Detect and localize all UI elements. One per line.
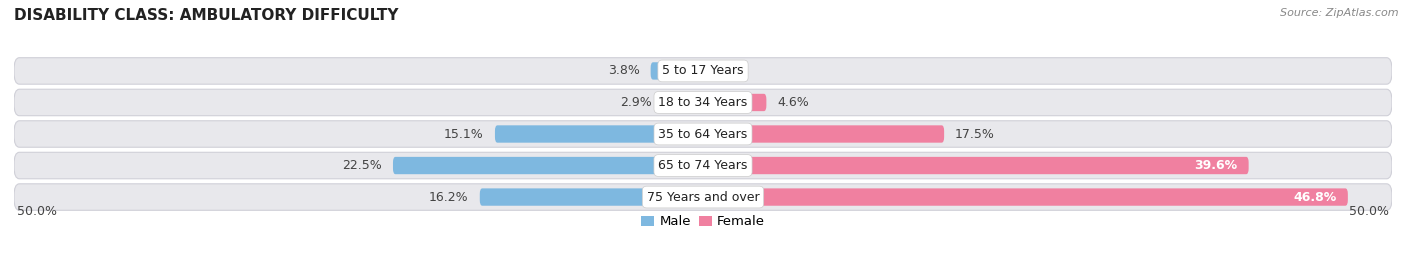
- FancyBboxPatch shape: [651, 62, 703, 80]
- Text: 22.5%: 22.5%: [342, 159, 382, 172]
- FancyBboxPatch shape: [703, 125, 945, 143]
- Text: Source: ZipAtlas.com: Source: ZipAtlas.com: [1281, 8, 1399, 18]
- Text: 2.9%: 2.9%: [620, 96, 652, 109]
- FancyBboxPatch shape: [14, 89, 1392, 116]
- FancyBboxPatch shape: [703, 157, 1249, 174]
- Text: 0.0%: 0.0%: [714, 64, 747, 77]
- Text: 16.2%: 16.2%: [429, 191, 468, 204]
- FancyBboxPatch shape: [14, 152, 1392, 179]
- Text: 35 to 64 Years: 35 to 64 Years: [658, 128, 748, 140]
- FancyBboxPatch shape: [14, 121, 1392, 147]
- Text: 65 to 74 Years: 65 to 74 Years: [658, 159, 748, 172]
- FancyBboxPatch shape: [664, 94, 703, 111]
- FancyBboxPatch shape: [703, 188, 1348, 206]
- Text: 3.8%: 3.8%: [607, 64, 640, 77]
- FancyBboxPatch shape: [14, 58, 1392, 84]
- FancyBboxPatch shape: [392, 157, 703, 174]
- Text: 50.0%: 50.0%: [17, 206, 56, 218]
- FancyBboxPatch shape: [495, 125, 703, 143]
- Text: 39.6%: 39.6%: [1195, 159, 1237, 172]
- Legend: Male, Female: Male, Female: [636, 210, 770, 234]
- Text: 50.0%: 50.0%: [1350, 206, 1389, 218]
- Text: 18 to 34 Years: 18 to 34 Years: [658, 96, 748, 109]
- Text: 17.5%: 17.5%: [955, 128, 995, 140]
- Text: 4.6%: 4.6%: [778, 96, 810, 109]
- Text: 46.8%: 46.8%: [1294, 191, 1337, 204]
- Text: 5 to 17 Years: 5 to 17 Years: [662, 64, 744, 77]
- FancyBboxPatch shape: [703, 94, 766, 111]
- Text: 75 Years and over: 75 Years and over: [647, 191, 759, 204]
- Text: DISABILITY CLASS: AMBULATORY DIFFICULTY: DISABILITY CLASS: AMBULATORY DIFFICULTY: [14, 8, 398, 23]
- FancyBboxPatch shape: [14, 184, 1392, 210]
- Text: 15.1%: 15.1%: [444, 128, 484, 140]
- FancyBboxPatch shape: [479, 188, 703, 206]
